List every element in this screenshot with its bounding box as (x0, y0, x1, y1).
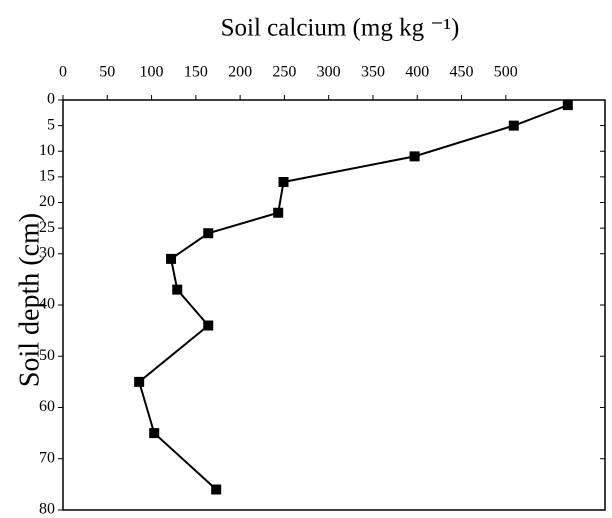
y-tick-label: 5 (47, 116, 55, 133)
data-line (138, 104, 569, 491)
y-tick-label: 0 (47, 91, 55, 108)
x-tick-label: 50 (99, 64, 115, 81)
data-point (508, 120, 519, 131)
y-tick-label: 60 (39, 398, 55, 415)
data-point (273, 207, 284, 218)
x-tick-label: 200 (228, 64, 252, 81)
data-point (134, 376, 145, 387)
x-tick-label: 350 (361, 64, 385, 81)
y-tick-label: 20 (39, 193, 55, 210)
data-point (562, 100, 573, 111)
data-point (409, 151, 420, 162)
x-tick-label: 300 (317, 64, 341, 81)
y-tick-label: 15 (39, 168, 55, 185)
x-tick-label: 250 (272, 64, 296, 81)
data-point (149, 428, 160, 439)
x-tick-label: 450 (450, 64, 474, 81)
x-tick-label: 0 (59, 64, 67, 81)
y-tick-label: 30 (39, 244, 55, 261)
plot-frame (62, 99, 606, 511)
x-tick-label: 400 (405, 64, 429, 81)
data-point (203, 320, 214, 331)
y-tick-label: 70 (39, 449, 55, 466)
y-tick-label: 25 (39, 219, 55, 236)
x-tick-label: 150 (184, 64, 208, 81)
y-tick-label: 80 (39, 501, 55, 518)
y-tick-label: 40 (39, 296, 55, 313)
y-axis-label: Soil depth (cm) (14, 213, 45, 387)
data-point (278, 177, 289, 187)
data-point (166, 253, 177, 264)
y-tick-label: 50 (39, 347, 55, 364)
x-tick-label: 500 (494, 64, 518, 81)
data-point (203, 228, 214, 239)
data-point (211, 484, 222, 495)
chart-title: Soil calcium (mg kg ⁻¹) (221, 15, 460, 42)
y-tick-label: 10 (39, 142, 55, 159)
data-point (172, 284, 183, 295)
x-tick-label: 100 (140, 64, 164, 81)
